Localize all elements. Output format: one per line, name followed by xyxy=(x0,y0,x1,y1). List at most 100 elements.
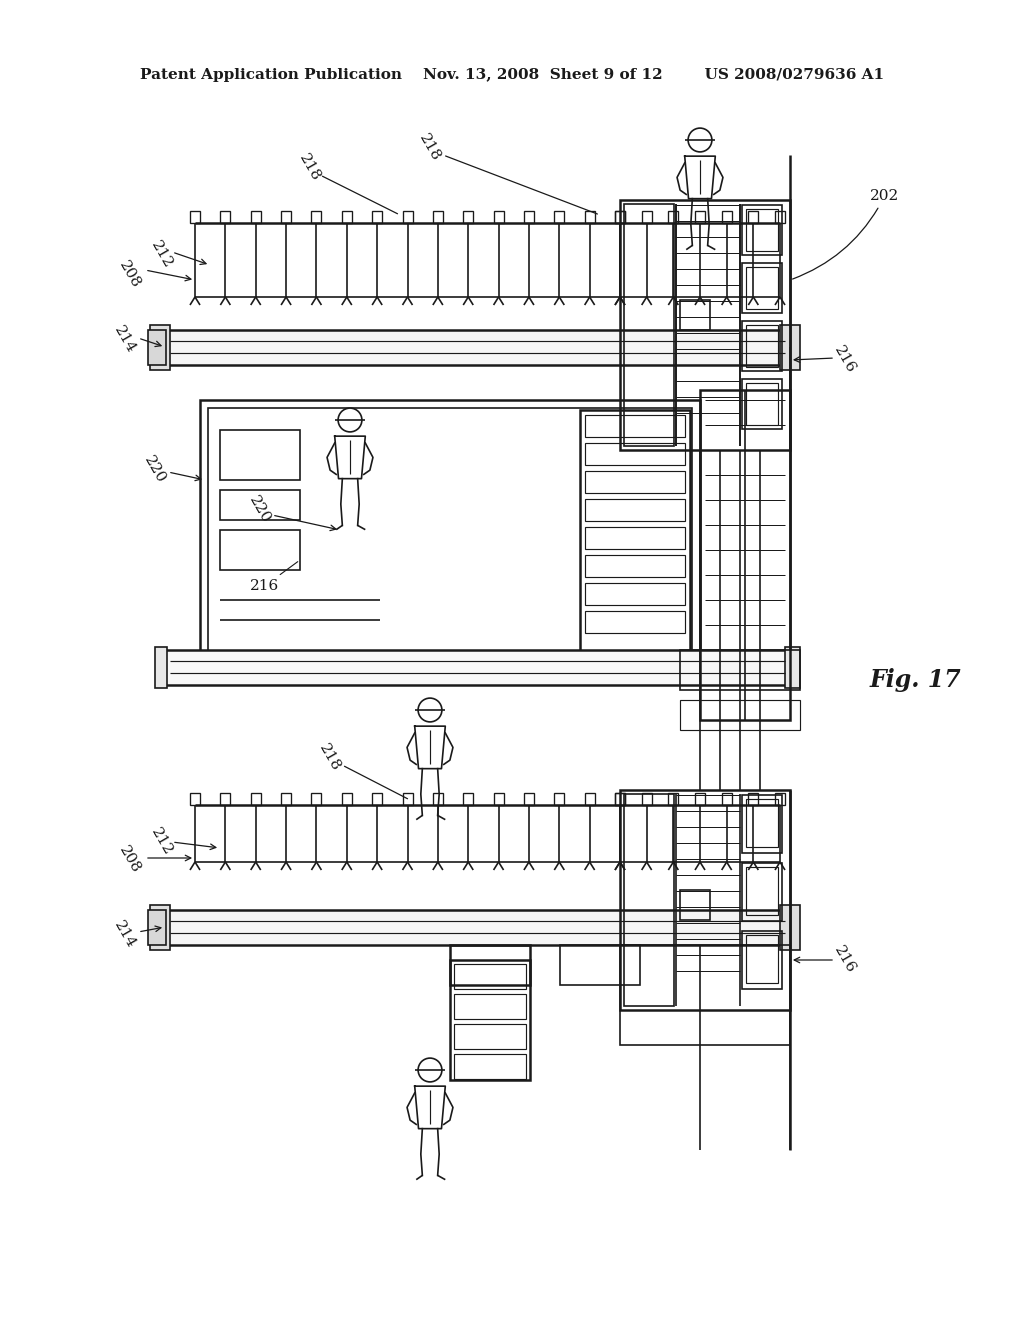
Circle shape xyxy=(688,128,712,152)
Bar xyxy=(148,909,166,945)
Bar xyxy=(560,945,640,985)
Bar xyxy=(620,945,790,1045)
Bar xyxy=(220,490,300,520)
Text: 220: 220 xyxy=(141,454,168,486)
Bar xyxy=(148,330,166,366)
Bar xyxy=(615,211,625,223)
Bar xyxy=(433,793,442,805)
Text: 220: 220 xyxy=(247,494,273,527)
Bar xyxy=(450,960,530,1080)
Bar xyxy=(722,793,732,805)
Bar xyxy=(150,906,170,950)
Bar xyxy=(580,411,690,671)
Bar xyxy=(615,793,625,805)
Bar xyxy=(746,799,778,847)
Bar xyxy=(624,205,674,446)
Bar xyxy=(190,211,200,223)
Bar xyxy=(251,211,261,223)
Bar xyxy=(165,909,790,945)
Bar xyxy=(281,793,291,805)
Bar xyxy=(680,700,800,730)
Bar xyxy=(585,414,685,437)
Bar xyxy=(780,906,800,950)
Bar xyxy=(746,267,778,309)
Bar xyxy=(372,793,382,805)
Bar xyxy=(208,408,692,672)
Text: 214: 214 xyxy=(112,919,138,952)
Bar xyxy=(620,789,790,1010)
Bar xyxy=(742,263,782,313)
Bar xyxy=(554,211,564,223)
Bar xyxy=(454,1053,526,1078)
Bar xyxy=(342,793,352,805)
Bar xyxy=(585,793,595,805)
Text: 218: 218 xyxy=(417,132,443,164)
Text: 218: 218 xyxy=(297,152,324,183)
Bar xyxy=(450,945,530,985)
Bar xyxy=(585,211,595,223)
Text: 218: 218 xyxy=(316,742,343,774)
Bar xyxy=(165,330,790,366)
Text: 214: 214 xyxy=(112,323,138,356)
Bar xyxy=(775,793,785,805)
Bar xyxy=(642,211,651,223)
Bar xyxy=(494,793,504,805)
Bar xyxy=(220,531,300,570)
Bar xyxy=(669,793,678,805)
Bar xyxy=(190,793,200,805)
Bar xyxy=(342,211,352,223)
Text: Fig. 17: Fig. 17 xyxy=(870,668,962,692)
Bar xyxy=(742,379,782,429)
Bar xyxy=(454,1024,526,1049)
Bar xyxy=(554,793,564,805)
Bar xyxy=(742,205,782,255)
Bar xyxy=(454,964,526,989)
Bar xyxy=(585,527,685,549)
Text: 212: 212 xyxy=(148,239,175,271)
Bar xyxy=(251,793,261,805)
Bar xyxy=(402,211,413,223)
Bar xyxy=(585,583,685,605)
Text: 212: 212 xyxy=(148,826,175,858)
Bar xyxy=(524,793,534,805)
Bar xyxy=(746,383,778,425)
Bar xyxy=(742,863,782,921)
Bar xyxy=(669,211,678,223)
Bar xyxy=(585,611,685,634)
Bar xyxy=(680,300,710,330)
Bar xyxy=(695,793,705,805)
Bar xyxy=(433,211,442,223)
Bar xyxy=(700,389,790,719)
Bar xyxy=(742,795,782,853)
Bar xyxy=(585,554,685,577)
Bar xyxy=(680,890,710,920)
Bar xyxy=(742,321,782,371)
Bar xyxy=(281,211,291,223)
Bar xyxy=(585,499,685,521)
Text: Patent Application Publication    Nov. 13, 2008  Sheet 9 of 12        US 2008/02: Patent Application Publication Nov. 13, … xyxy=(140,69,884,82)
Bar xyxy=(746,867,778,915)
Bar xyxy=(524,211,534,223)
Bar xyxy=(746,325,778,367)
Text: 216: 216 xyxy=(831,343,858,376)
Text: 216: 216 xyxy=(831,944,858,977)
Bar xyxy=(775,211,785,223)
Bar xyxy=(624,795,674,1006)
Bar xyxy=(620,201,790,450)
Bar xyxy=(494,211,504,223)
Bar xyxy=(749,211,759,223)
Bar xyxy=(372,211,382,223)
Circle shape xyxy=(418,1059,442,1082)
Bar xyxy=(780,325,800,370)
Bar xyxy=(311,211,322,223)
Bar xyxy=(746,935,778,983)
Text: 202: 202 xyxy=(793,189,899,279)
Bar xyxy=(615,793,625,805)
Bar xyxy=(165,649,790,685)
Bar xyxy=(220,793,230,805)
Bar xyxy=(311,793,322,805)
Bar xyxy=(200,400,700,680)
Bar xyxy=(150,325,170,370)
Bar xyxy=(642,793,651,805)
Bar xyxy=(585,471,685,492)
